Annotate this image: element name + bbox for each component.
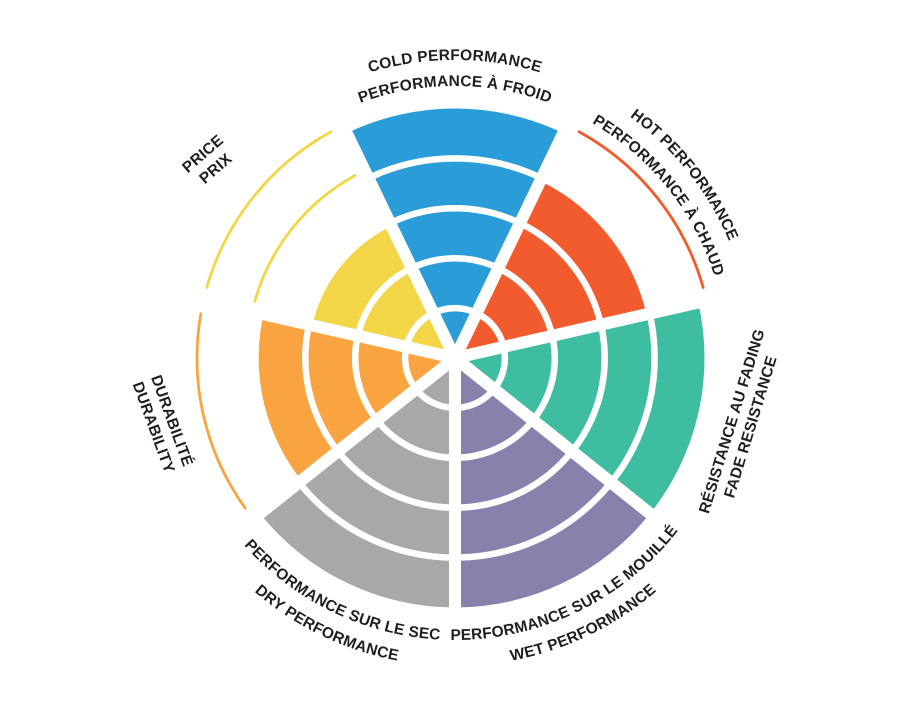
sector-divider [451,353,658,522]
sector-divider [339,126,461,361]
label-cold-performance-fr: PERFORMANCE À FROID [356,73,554,107]
label-cold-performance-en: COLD PERFORMANCE [366,47,544,76]
sector-fade-resistance [455,302,705,514]
level-outline-durability-5 [195,312,247,510]
sector-wet-performance [455,358,651,608]
sector-cold-performance [346,108,564,359]
sector-dry-performance [259,358,455,608]
level-outline-hot-performance-5 [577,130,705,289]
label-text-cold-performance-en: COLD PERFORMANCE [366,47,543,76]
sector-dividers [205,126,705,613]
sector-divider [449,126,571,361]
level-outline-price-5 [205,130,333,289]
label-text-cold-performance-fr: PERFORMANCE À FROID [356,73,554,107]
label-hot-performance-en: HOT PERFORMANCE [627,106,741,243]
sector-divider [453,295,705,364]
label-text-hot-performance-en: HOT PERFORMANCE [627,106,741,243]
sector-divider [252,353,459,522]
level-outline-price-4 [253,174,357,303]
unfilled-level-outlines [195,130,705,510]
sector-divider [205,295,457,364]
